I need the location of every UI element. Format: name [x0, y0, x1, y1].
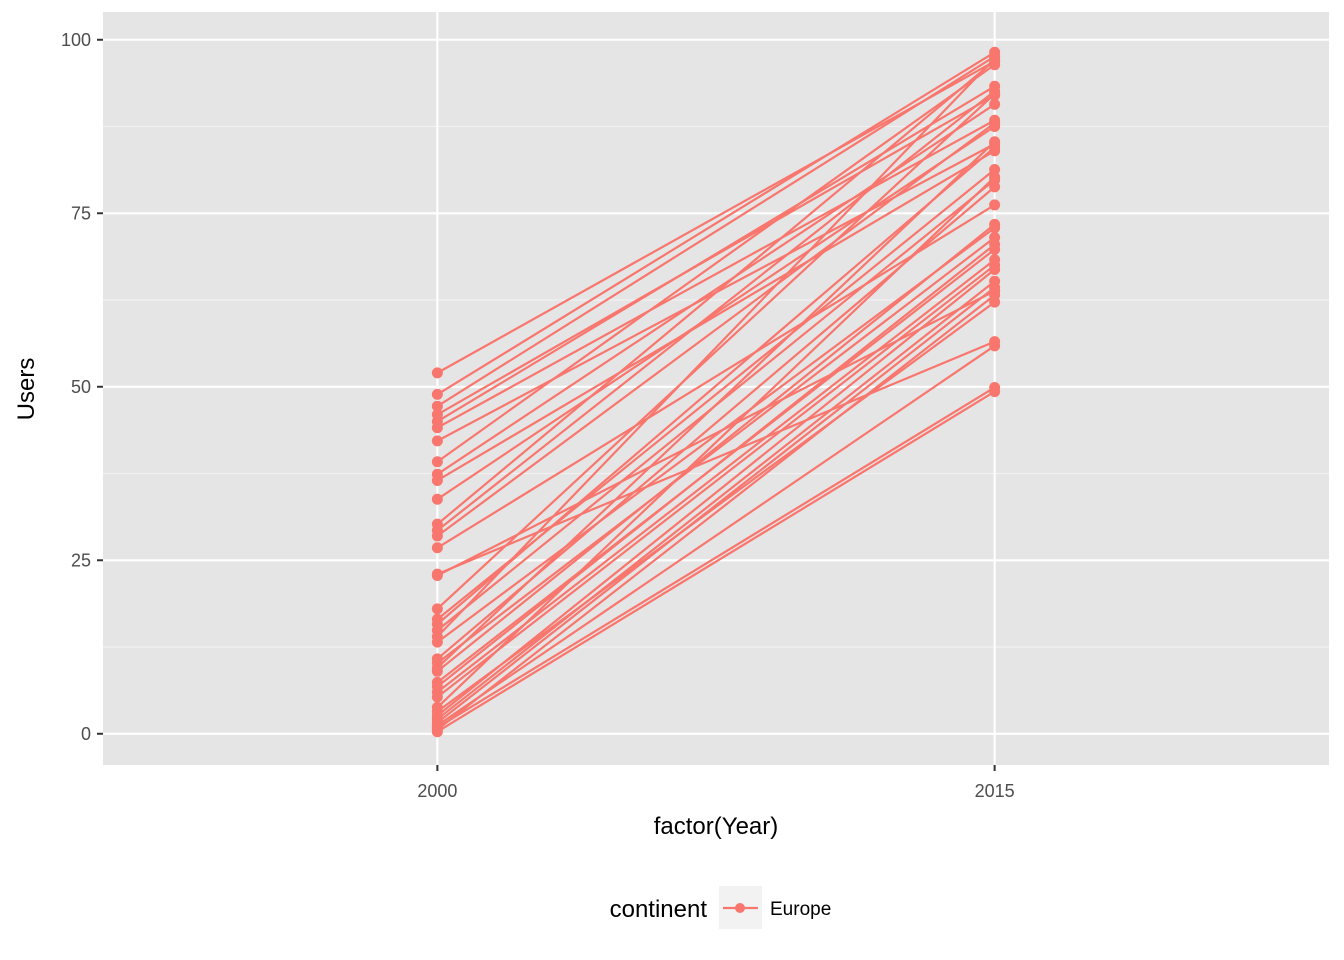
data-point: [989, 282, 1001, 294]
series-line: [436, 122, 996, 537]
data-point: [431, 400, 443, 412]
data-point: [989, 218, 1001, 230]
y-tick-label: 100: [61, 30, 91, 50]
data-point: [431, 388, 443, 400]
series-line: [436, 223, 996, 673]
series-line: [436, 59, 996, 526]
data-point: [431, 691, 443, 703]
legend-key-point: [735, 903, 745, 913]
series-line: [436, 119, 996, 429]
data-point: [431, 603, 443, 615]
data-point: [431, 422, 443, 434]
series-line: [436, 90, 996, 532]
data-point: [989, 181, 1001, 193]
data-point: [989, 340, 1001, 352]
data-point: [989, 164, 1001, 176]
series-line: [436, 344, 996, 727]
y-axis-ticks: 0 25 50 75 100: [61, 30, 103, 744]
legend-label-europe: Europe: [770, 899, 831, 920]
series-line: [436, 176, 996, 709]
y-tick-label: 0: [81, 724, 91, 744]
data-point: [431, 542, 443, 554]
legend: continent Europe: [610, 886, 831, 929]
series-line: [436, 93, 996, 610]
data-point: [989, 52, 1001, 64]
data-point: [431, 726, 443, 738]
series-line: [436, 226, 996, 644]
series-line: [436, 203, 996, 549]
x-axis-title: factor(Year): [654, 813, 779, 840]
data-point: [431, 435, 443, 447]
data-point: [431, 530, 443, 542]
series-line: [436, 236, 996, 664]
data-point: [989, 88, 1001, 100]
y-tick-label: 50: [71, 377, 91, 397]
series-line: [436, 55, 996, 408]
data-point: [431, 570, 443, 582]
series-line: [436, 294, 996, 731]
series-line: [436, 386, 996, 729]
series-line: [436, 280, 996, 721]
series-line: [436, 140, 996, 669]
minor-gridlines: [103, 125, 1329, 648]
y-tick-label: 75: [71, 203, 91, 223]
series-line: [436, 57, 996, 638]
series-line: [436, 103, 996, 476]
series-line: [436, 51, 996, 396]
x-tick-label: 2015: [975, 781, 1015, 801]
series-line: [436, 301, 996, 713]
plot-panel: [103, 12, 1329, 765]
data-point: [989, 98, 1001, 110]
data-point: [431, 493, 443, 505]
data-point: [989, 117, 1001, 129]
y-axis-title: Users: [13, 358, 40, 421]
data-point: [989, 238, 1001, 250]
data-point: [989, 386, 1001, 398]
series-line: [436, 268, 996, 717]
series-lines: [436, 51, 996, 733]
legend-title: continent: [610, 896, 708, 923]
x-tick-label: 2000: [417, 781, 457, 801]
data-point: [431, 367, 443, 379]
series-line: [436, 243, 996, 688]
data-point: [989, 289, 1001, 301]
series-line: [436, 125, 996, 501]
series-line: [436, 60, 996, 374]
x-axis-ticks: 2000 2015: [417, 765, 1015, 801]
series-line: [436, 149, 996, 482]
y-tick-label: 25: [71, 550, 91, 570]
series-line: [436, 286, 996, 724]
series-line: [436, 146, 996, 625]
series-points: [431, 46, 1001, 738]
series-line: [436, 340, 996, 576]
series-line: [436, 390, 996, 733]
data-point: [989, 136, 1001, 148]
data-point: [989, 263, 1001, 275]
data-point: [431, 636, 443, 648]
data-point: [431, 665, 443, 677]
series-line: [436, 63, 996, 463]
data-point: [989, 199, 1001, 211]
data-point: [989, 171, 1001, 183]
series-line: [436, 85, 996, 423]
series-line: [436, 264, 996, 698]
data-point: [431, 474, 443, 486]
data-point: [431, 456, 443, 468]
